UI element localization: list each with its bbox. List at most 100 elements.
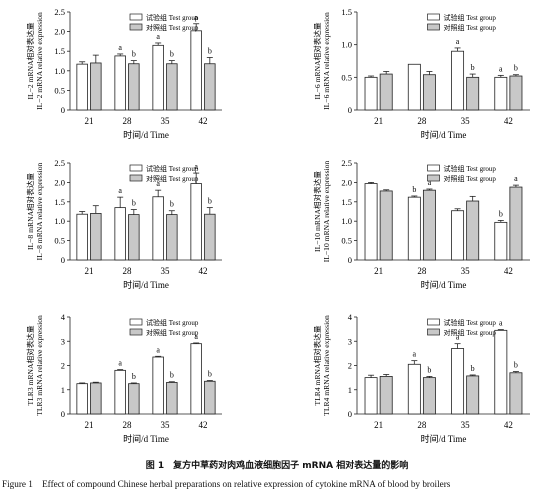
legend-swatch-control — [129, 174, 143, 182]
y-tick-label: 1.5 — [54, 46, 65, 56]
significance-label: a — [194, 332, 198, 341]
legend-label-control: 对照组 Test group — [444, 328, 497, 337]
y-tick-label: 0.5 — [54, 236, 65, 246]
y-tick-label: 2.5 — [341, 158, 352, 168]
bar-control-group — [422, 189, 436, 261]
significance-label: b — [132, 372, 136, 381]
legend-swatch-control — [129, 23, 143, 31]
y-tick-label: 2 — [61, 361, 65, 371]
y-tick-label: 0 — [61, 409, 65, 419]
legend-label-control: 对照组 Test group — [146, 328, 199, 337]
x-tick-label: 21 — [85, 420, 94, 430]
y-tick-label: 1 — [61, 385, 65, 395]
legend-label-test: 试验组 Test group — [444, 318, 497, 327]
x-axis-label: 时间/d Time — [421, 279, 467, 290]
figure-caption-english: Figure 1 Effect of compound Chinese herb… — [2, 479, 451, 489]
significance-label: a — [194, 162, 198, 171]
y-tick-label: 0.5 — [341, 236, 352, 246]
bar-control-group — [466, 76, 480, 111]
significance-label: a — [514, 174, 518, 183]
x-tick-label: 21 — [374, 266, 383, 276]
significance-label: b — [427, 365, 431, 374]
bar-test-group — [451, 50, 465, 111]
legend-label-control: 对照组 Test group — [146, 23, 199, 32]
y-tick-label: 2.0 — [54, 27, 65, 37]
significance-label: b — [208, 197, 212, 206]
x-axis-label: 时间/d Time — [421, 129, 467, 140]
x-tick-label: 35 — [161, 116, 171, 126]
significance-label: a — [499, 64, 503, 73]
y-tick-label: 0 — [348, 409, 352, 419]
bar-control-group — [204, 380, 216, 415]
bar-control-group — [422, 74, 436, 111]
bar-control-group — [90, 382, 102, 415]
y-tick-label: 1.0 — [341, 40, 352, 50]
x-tick-label: 35 — [461, 420, 471, 430]
bar-test-group — [451, 210, 465, 261]
bar-control-group — [379, 376, 393, 415]
significance-label: a — [156, 32, 160, 41]
x-tick-label: 21 — [85, 266, 94, 276]
y-tick-label: 0 — [348, 255, 352, 265]
legend-label-control: 对照组 Test group — [146, 174, 199, 183]
significance-label: b — [514, 64, 518, 73]
x-tick-label: 28 — [417, 420, 427, 430]
legend-label-test: 试验组 Test group — [444, 164, 497, 173]
significance-label: a — [156, 179, 160, 188]
significance-label: a — [118, 43, 122, 52]
significance-label: b — [170, 50, 174, 59]
y-tick-label: 1.0 — [54, 216, 65, 226]
bar-test-group — [114, 207, 126, 261]
bar-control-group — [509, 372, 523, 415]
x-tick-label: 35 — [461, 116, 471, 126]
y-tick-label: 3 — [61, 336, 65, 346]
bar-control-group — [204, 63, 216, 111]
y-axis-label: TLR3 mRNA relative expression — [35, 315, 44, 416]
bar-test-group — [494, 329, 508, 415]
x-tick-label: 42 — [199, 116, 208, 126]
bar-control-group — [90, 213, 102, 261]
y-tick-label: 0 — [348, 105, 352, 115]
x-tick-label: 28 — [123, 420, 133, 430]
bar-test-group — [114, 369, 126, 415]
legend-label-test: 试验组 Test group — [146, 164, 199, 173]
x-tick-label: 28 — [417, 266, 427, 276]
y-tick-label: 3 — [348, 336, 352, 346]
x-tick-label: 42 — [504, 266, 513, 276]
bar-control-group — [128, 63, 140, 111]
legend-swatch-control — [129, 328, 143, 336]
bar-test-group — [407, 363, 421, 415]
y-tick-label: 1.5 — [341, 197, 352, 207]
y-tick-label: 1.5 — [54, 197, 65, 207]
bar-test-group — [494, 76, 508, 111]
legend-label-test: 试验组 Test group — [146, 318, 199, 327]
y-tick-label: 2.0 — [54, 177, 65, 187]
bar-control-group — [466, 200, 480, 261]
legend-swatch-control — [427, 23, 440, 31]
significance-label: b — [412, 185, 416, 194]
bar-test-group — [190, 30, 202, 111]
y-tick-label: 0 — [61, 255, 65, 265]
x-tick-label: 42 — [199, 420, 208, 430]
x-tick-label: 42 — [504, 116, 513, 126]
legend-label-control: 对照组 Test group — [444, 23, 497, 32]
x-tick-label: 21 — [85, 116, 94, 126]
bar-test-group — [76, 383, 88, 415]
y-tick-label: 0.5 — [341, 72, 352, 82]
bar-test-group — [190, 183, 202, 261]
chart-panel-1: 0 0.5 1.0 1.5 2.0 2.5 IL−2 mRNA相对表达量 IL−2 mRNA … — [25, 7, 222, 140]
y-tick-label: 1.0 — [54, 66, 65, 76]
significance-label: a — [499, 319, 503, 328]
bar-control-group — [128, 214, 140, 261]
significance-label: a — [456, 37, 460, 46]
y-tick-label: 1 — [348, 385, 352, 395]
x-tick-label: 35 — [161, 266, 171, 276]
chart-panel-2: 0 0.5 1.0 1.5 IL−6 mRNA相对表达量 IL−6 mRNA relati… — [312, 7, 530, 140]
x-tick-label: 35 — [161, 420, 171, 430]
x-axis-label: 时间/d Time — [123, 129, 169, 140]
bar-test-group — [152, 44, 164, 111]
legend-swatch-test — [129, 164, 143, 172]
y-tick-label: 1.5 — [341, 7, 352, 17]
significance-label: a — [428, 178, 432, 187]
